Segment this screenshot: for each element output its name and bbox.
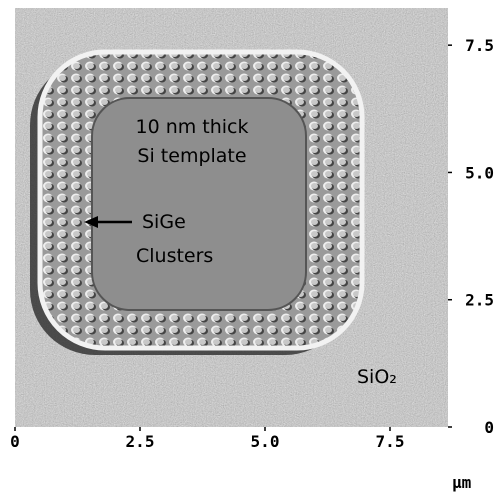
annotation: Clusters: [136, 245, 213, 267]
x-tick-label: 7.5: [376, 432, 405, 451]
x-axis-unit: μm: [452, 473, 472, 492]
x-tick-label: 0: [10, 432, 20, 451]
y-tick-label: 5.0: [465, 163, 494, 182]
y-tick-label: 0: [484, 418, 494, 437]
annotation: SiO₂: [357, 366, 397, 388]
annotation: Si template: [137, 145, 246, 167]
afm-image: [15, 8, 448, 427]
y-tick-label: 2.5: [465, 291, 494, 310]
y-tick-label: 7.5: [465, 36, 494, 55]
annotation: SiGe: [142, 211, 186, 233]
x-tick-label: 5.0: [251, 432, 280, 451]
annotation: 10 nm thick: [135, 116, 248, 138]
x-tick-label: 2.5: [126, 432, 155, 451]
afm-figure: 10 nm thick Si template SiGe Clusters Si…: [0, 0, 497, 495]
